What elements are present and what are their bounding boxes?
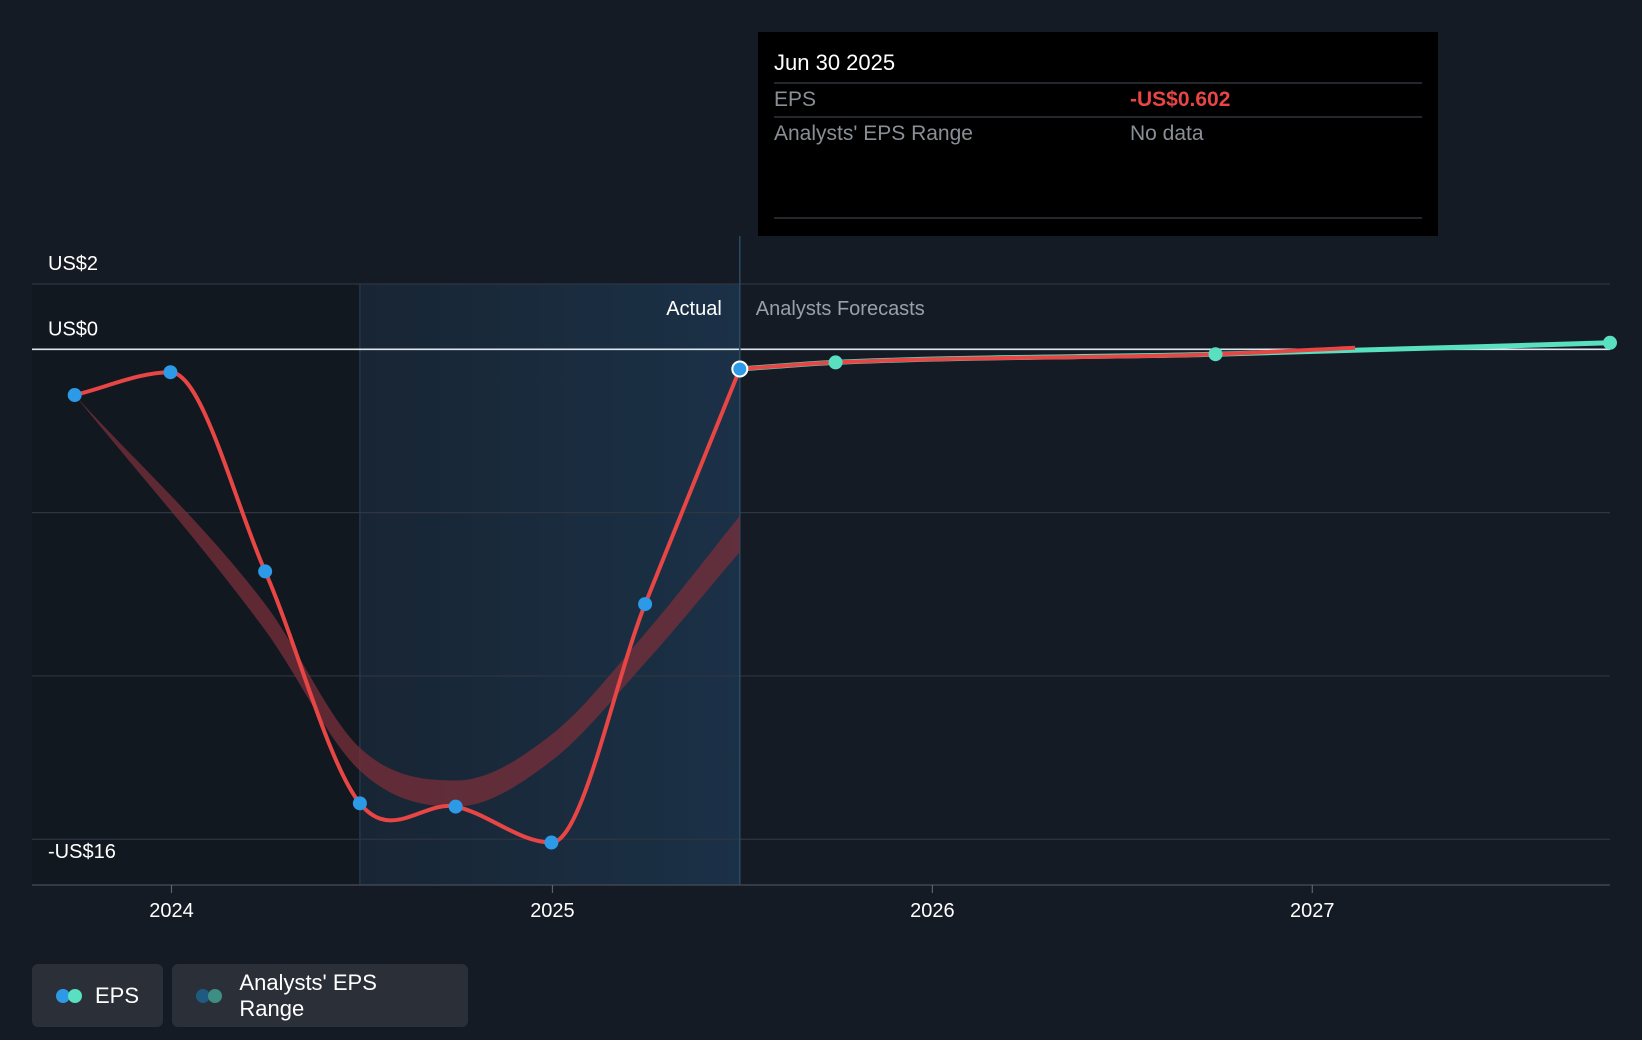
forecast-section-label: Analysts Forecasts: [756, 298, 925, 320]
x-tick-label: 2027: [1290, 900, 1335, 922]
eps-point: [544, 835, 559, 850]
tooltip: Jun 30 2025 EPS -US$0.602 Analysts' EPS Ran…: [758, 32, 1438, 236]
eps-point: [448, 799, 463, 814]
legend-eps-label: EPS: [94, 982, 139, 1008]
legend-range-label: Analysts' EPS Range: [239, 969, 377, 1021]
eps-forecast-point: [1603, 335, 1617, 350]
tooltip-row-value: No data: [1130, 122, 1204, 145]
tooltip-row-value: -US$0.602: [1130, 88, 1230, 111]
eps-point: [638, 597, 653, 612]
y-tick-label: US$0: [48, 318, 98, 340]
tooltip-row-label: Analysts' EPS Range: [774, 122, 973, 145]
eps-forecast-point: [828, 355, 843, 370]
legend-range-button[interactable]: Analysts' EPS Range: [172, 964, 468, 1027]
eps-point: [67, 388, 82, 403]
eps-forecast-overlay-line: [739, 345, 1356, 371]
eps-point-highlighted: [731, 360, 749, 378]
eps-forecast-point: [1208, 347, 1223, 362]
tooltip-box: [758, 32, 1438, 236]
actual-section-label: Actual: [666, 298, 722, 320]
y-tick-label: US$2: [48, 253, 98, 275]
eps-point: [352, 796, 367, 811]
y-tick-label: -US$16: [48, 841, 116, 863]
tooltip-row-label: EPS: [774, 88, 816, 111]
eps-point: [258, 564, 273, 579]
range-legend-icon: [196, 987, 227, 1005]
tooltip-date: Jun 30 2025: [774, 50, 895, 75]
past-region: [32, 284, 360, 885]
x-tick-label: 2024: [149, 900, 194, 922]
legend-eps-button[interactable]: EPS: [32, 964, 163, 1027]
eps-legend-icon: [56, 987, 83, 1005]
eps-point: [163, 365, 178, 380]
x-tick-label: 2025: [530, 900, 575, 922]
x-tick-label: 2026: [910, 900, 955, 922]
